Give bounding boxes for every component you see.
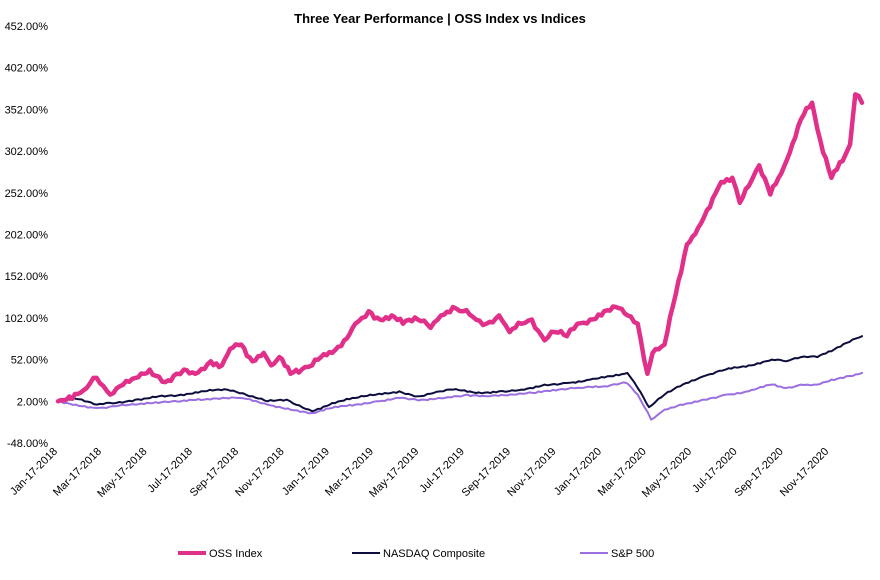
x-tick-label: Nov-17-2020 <box>778 446 831 499</box>
legend: OSS Index NASDAQ Composite S&P 500 <box>178 548 654 560</box>
x-tick-label: Jul-17-2018 <box>145 446 195 496</box>
y-tick-label: 352.00% <box>5 104 49 116</box>
y-tick-label: 202.00% <box>5 230 49 242</box>
y-tick-label: 152.00% <box>5 271 49 283</box>
series-lines <box>55 92 865 421</box>
legend-label: S&P 500 <box>611 548 654 560</box>
y-tick-label: 252.00% <box>5 188 49 200</box>
y-tick-label: 52.00% <box>11 355 49 367</box>
legend-label: OSS Index <box>209 548 263 560</box>
chart-title: Three Year Performance | OSS Index vs In… <box>294 11 586 26</box>
x-tick-label: Nov-17-2018 <box>233 446 286 499</box>
series-line-s-p-500 <box>57 371 863 421</box>
y-tick-label: 452.00% <box>5 21 49 33</box>
y-tick-label: 2.00% <box>17 396 48 408</box>
x-tick-label: Jul-17-2020 <box>690 446 740 496</box>
y-tick-label: 302.00% <box>5 146 49 158</box>
y-tick-label: 402.00% <box>5 63 49 75</box>
x-tick-label: Jul-17-2019 <box>417 446 467 496</box>
series-line-oss-index <box>55 92 865 404</box>
x-axis-ticks: Jan-17-2018Mar-17-2018May-17-2018Jul-17-… <box>8 446 831 500</box>
legend-label: NASDAQ Composite <box>383 548 485 560</box>
y-axis-ticks: 452.00% 402.00% 352.00% 302.00% 252.00% 202.0… <box>5 21 49 450</box>
x-tick-label: Nov-17-2019 <box>505 446 558 499</box>
y-tick-label: -48.00% <box>7 438 48 450</box>
y-tick-label: 102.00% <box>5 313 49 325</box>
series-line-nasdaq-composite <box>57 335 863 413</box>
